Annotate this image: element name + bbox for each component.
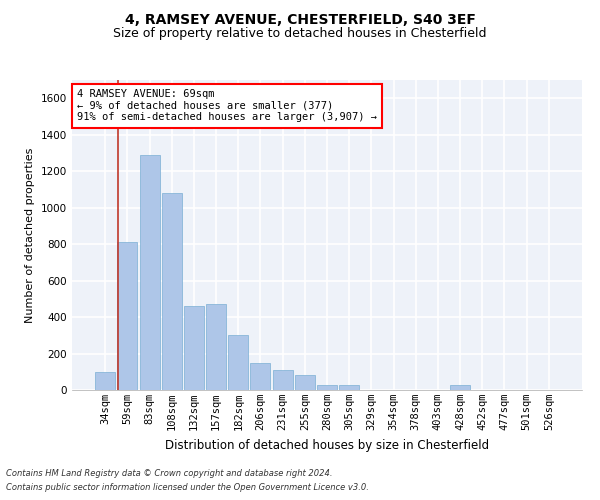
Text: 4, RAMSEY AVENUE, CHESTERFIELD, S40 3EF: 4, RAMSEY AVENUE, CHESTERFIELD, S40 3EF	[125, 12, 475, 26]
Bar	[118, 242, 137, 390]
Bar	[95, 372, 115, 390]
Bar	[228, 336, 248, 390]
Bar	[317, 384, 337, 390]
X-axis label: Distribution of detached houses by size in Chesterfield: Distribution of detached houses by size …	[165, 438, 489, 452]
Bar	[339, 384, 359, 390]
Text: Size of property relative to detached houses in Chesterfield: Size of property relative to detached ho…	[113, 28, 487, 40]
Text: Contains HM Land Registry data © Crown copyright and database right 2024.: Contains HM Land Registry data © Crown c…	[6, 468, 332, 477]
Y-axis label: Number of detached properties: Number of detached properties	[25, 148, 35, 322]
Bar	[250, 362, 271, 390]
Bar	[272, 370, 293, 390]
Bar	[184, 306, 204, 390]
Bar	[140, 155, 160, 390]
Text: 4 RAMSEY AVENUE: 69sqm
← 9% of detached houses are smaller (377)
91% of semi-det: 4 RAMSEY AVENUE: 69sqm ← 9% of detached …	[77, 90, 377, 122]
Bar	[206, 304, 226, 390]
Bar	[162, 193, 182, 390]
Bar	[450, 384, 470, 390]
Text: Contains public sector information licensed under the Open Government Licence v3: Contains public sector information licen…	[6, 484, 369, 492]
Bar	[295, 376, 315, 390]
